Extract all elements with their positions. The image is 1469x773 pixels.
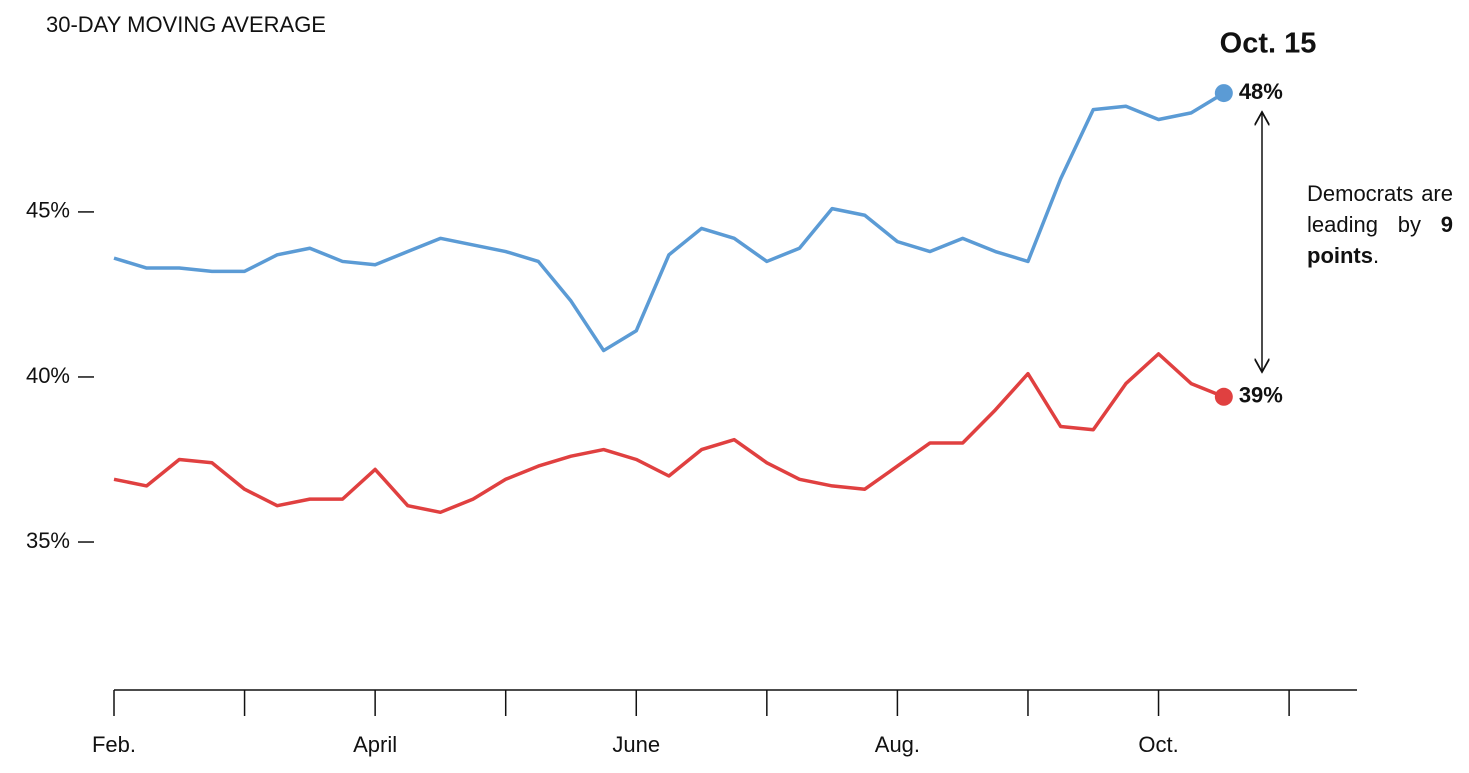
end-dot (1214, 84, 1233, 103)
date-label: Oct. 15 (1220, 28, 1317, 60)
trend-line (113, 91, 1225, 353)
end-dot (1214, 387, 1233, 406)
x-tick-label: June (612, 732, 660, 757)
x-tick-label: April (353, 732, 397, 757)
trend-line (113, 352, 1225, 515)
annotation-text: Democrats are leading by (1307, 181, 1453, 237)
chart-title: 30-DAY MOVING AVERAGE (46, 12, 326, 37)
annotation: Democrats are leading by 9 points. (1307, 178, 1453, 271)
end-label: 39% (1239, 383, 1283, 408)
x-tick-label: Feb. (92, 732, 136, 757)
annotation-bold: 9 points (1307, 212, 1453, 268)
end-label: 48% (1239, 79, 1283, 104)
y-tick-label: 35% (26, 528, 70, 553)
y-tick-label: 40% (26, 363, 70, 388)
annotation-end: . (1373, 243, 1380, 268)
x-tick-label: Aug. (875, 732, 920, 757)
y-tick-label: 45% (26, 198, 70, 223)
x-tick-label: Oct. (1138, 732, 1178, 757)
